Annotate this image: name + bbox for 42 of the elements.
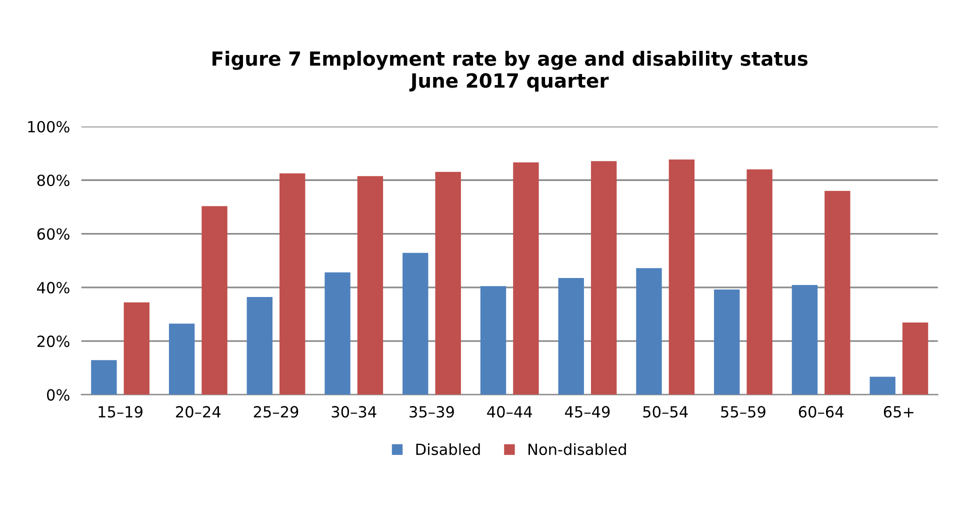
x-tick-label: 55–59 xyxy=(721,406,766,418)
bar xyxy=(513,162,539,395)
x-tick-label: 40–44 xyxy=(487,406,532,418)
y-tick-label: 40% xyxy=(37,282,70,294)
bar xyxy=(870,376,896,395)
y-tick-label: 0% xyxy=(47,389,70,401)
y-tick-label: 100% xyxy=(28,120,70,133)
bar xyxy=(902,322,928,395)
bar xyxy=(714,290,740,395)
x-tick-label: 30–34 xyxy=(332,406,376,418)
legend-label: Disabled xyxy=(416,443,480,456)
bar xyxy=(435,172,461,395)
bar xyxy=(357,176,384,395)
x-tick-label: 35–39 xyxy=(410,406,454,418)
bar xyxy=(636,268,662,395)
x-tick-label: 25–29 xyxy=(254,406,298,418)
bar xyxy=(746,169,772,395)
bar xyxy=(246,297,273,395)
y-tick-label: 20% xyxy=(37,336,70,348)
bar xyxy=(480,286,506,395)
x-tick-label: 65+ xyxy=(884,406,914,418)
bar xyxy=(824,190,850,395)
bar xyxy=(590,161,617,395)
x-tick-label: 15–19 xyxy=(98,406,142,418)
bar xyxy=(168,324,195,395)
bar xyxy=(792,284,818,395)
bar xyxy=(280,173,306,395)
bar xyxy=(324,272,350,395)
bar xyxy=(202,206,228,395)
x-tick-label: 50–54 xyxy=(643,406,688,418)
x-tick-label: 45–49 xyxy=(564,406,610,418)
x-tick-label: 20–24 xyxy=(176,406,221,418)
bar xyxy=(668,159,695,395)
x-tick-label: 60–64 xyxy=(798,406,844,418)
y-tick-label: 60% xyxy=(37,228,70,240)
bar xyxy=(124,302,150,395)
bar xyxy=(558,278,584,395)
legend-label: Non-disabled xyxy=(528,443,626,456)
bar xyxy=(402,252,428,395)
bar xyxy=(91,360,117,395)
chart-title: Figure 7 Employment rate by age and disability status June 2017 quarter xyxy=(212,50,808,92)
y-tick-label: 80% xyxy=(37,174,70,186)
